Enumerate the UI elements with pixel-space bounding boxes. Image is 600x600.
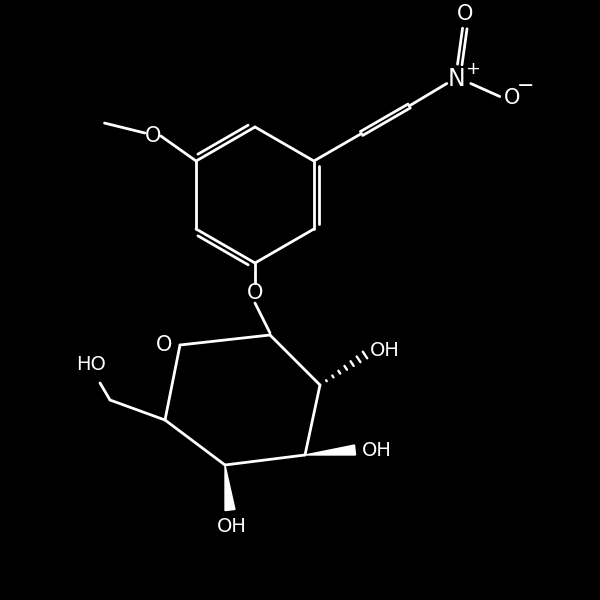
Text: O: O xyxy=(503,88,520,109)
Polygon shape xyxy=(305,445,355,455)
Text: OH: OH xyxy=(362,440,392,460)
Text: O: O xyxy=(247,283,263,303)
Text: +: + xyxy=(465,59,480,77)
Text: −: − xyxy=(517,76,535,97)
Text: OH: OH xyxy=(217,517,247,535)
Text: O: O xyxy=(156,335,172,355)
Polygon shape xyxy=(225,465,235,511)
Text: OH: OH xyxy=(370,341,400,361)
Text: N: N xyxy=(448,67,466,91)
Text: O: O xyxy=(145,126,161,146)
Text: O: O xyxy=(457,4,473,25)
Text: HO: HO xyxy=(76,355,106,374)
